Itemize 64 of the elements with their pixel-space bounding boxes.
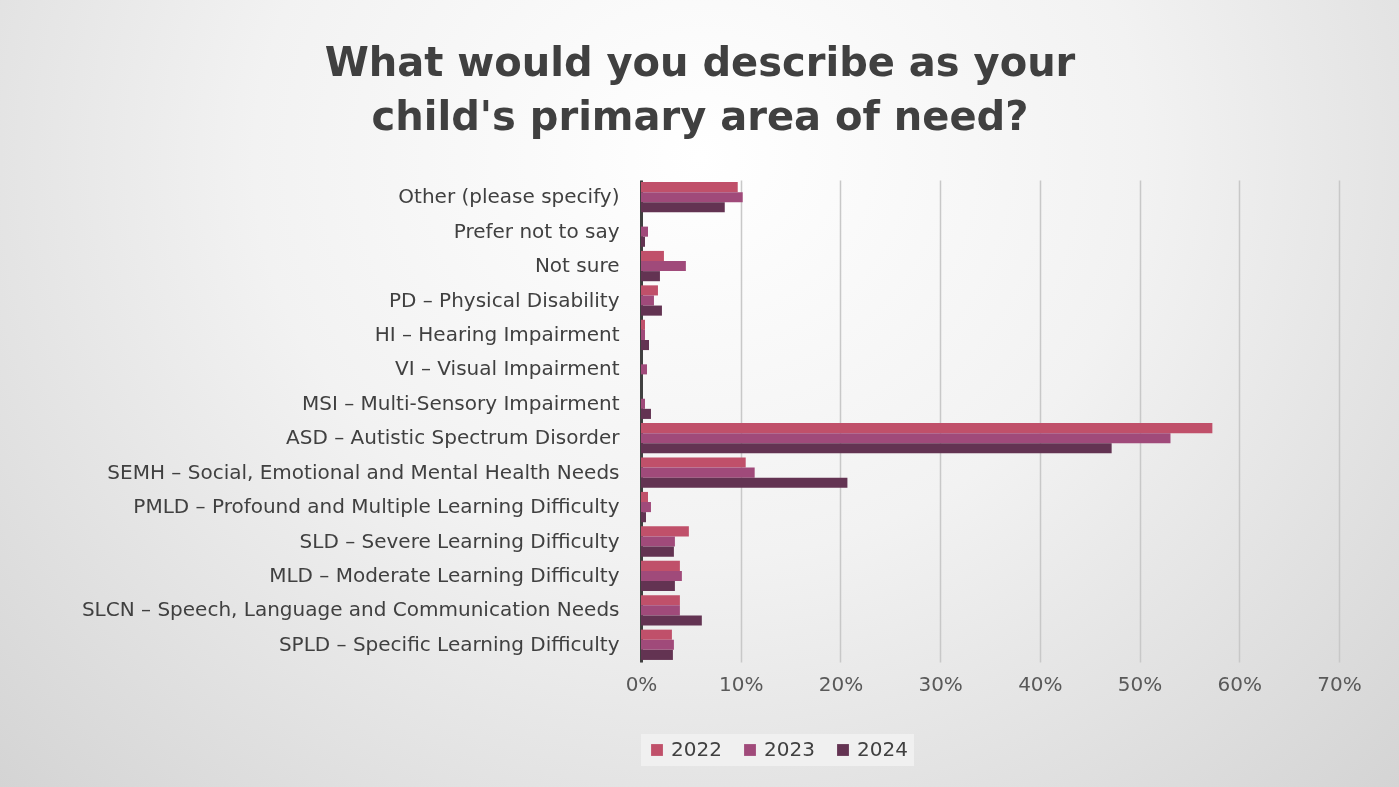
bar [641,329,645,340]
bar [641,271,660,282]
y-tick-label: SPLD – Specific Learning Difficulty [278,631,620,656]
bar [641,491,648,503]
bar [641,423,1213,434]
bar [641,639,674,650]
y-tick-label: SEMH – Social, Emotional and Mental Health Needs [107,459,620,484]
bar [641,570,682,581]
y-tick-label: Not sure [534,253,620,278]
x-tick-label: 60% [1217,671,1263,696]
bar [641,502,651,513]
bar [641,285,658,296]
y-tick-label: Prefer not to say [453,218,620,243]
x-tick-label: 40% [1018,671,1063,696]
y-tick-label: HI – Hearing Impairment [374,321,620,346]
bar [641,443,1112,454]
bar [641,629,672,640]
bar [641,408,651,419]
y-tick-label: ASD – Autistic Spectrum Disorder [286,425,621,450]
legend-label: 2024 [857,737,908,761]
y-tick-label: PMLD – Profound and Multiple Learning Difficulty [133,494,620,519]
y-tick-label: MLD – Moderate Learning Difficulty [269,562,620,587]
bar [641,339,649,351]
bar [641,236,645,247]
x-tick-label: 50% [1117,671,1163,696]
bar [641,398,645,409]
legend-label: 2022 [671,737,722,761]
bar [641,364,647,375]
y-tick-label: Other (please specify) [398,184,620,209]
y-tick-label: SLCN – Speech, Language and Communication Needs [81,597,620,622]
bar [641,512,646,523]
bar [641,202,725,213]
bar [641,536,675,547]
x-tick-label: 70% [1317,671,1362,696]
bar [641,182,738,193]
bar [641,560,680,571]
x-tick-label: 0% [625,671,658,696]
y-tick-label: PD – Physical Disability [388,287,620,312]
x-tick-label: 20% [818,671,864,696]
bar [641,295,654,306]
legend-label: 2023 [764,737,815,761]
bar [641,580,675,592]
x-tick-label: 30% [918,671,963,696]
y-tick-label: SLD – Severe Learning Difficulty [299,528,620,553]
bar [641,546,674,557]
bar [641,305,662,316]
y-tick-label: MSI – Multi-Sensory Impairment [302,390,620,415]
bar [641,433,1171,444]
bar [641,192,743,203]
bar [641,457,746,468]
chart-title: What would you describe as your child's primary area of need? [324,39,1076,139]
bar [641,526,689,537]
x-tick-label: 10% [718,671,764,696]
bar [641,261,686,272]
bar [641,477,848,488]
bar [641,649,673,660]
bar [641,319,645,330]
bar [641,250,664,262]
bar [641,605,680,616]
bar [641,615,702,626]
y-tick-label: VI – Visual Impairment [395,356,620,381]
bar [641,467,755,478]
bar [641,595,680,606]
bar [641,226,648,237]
